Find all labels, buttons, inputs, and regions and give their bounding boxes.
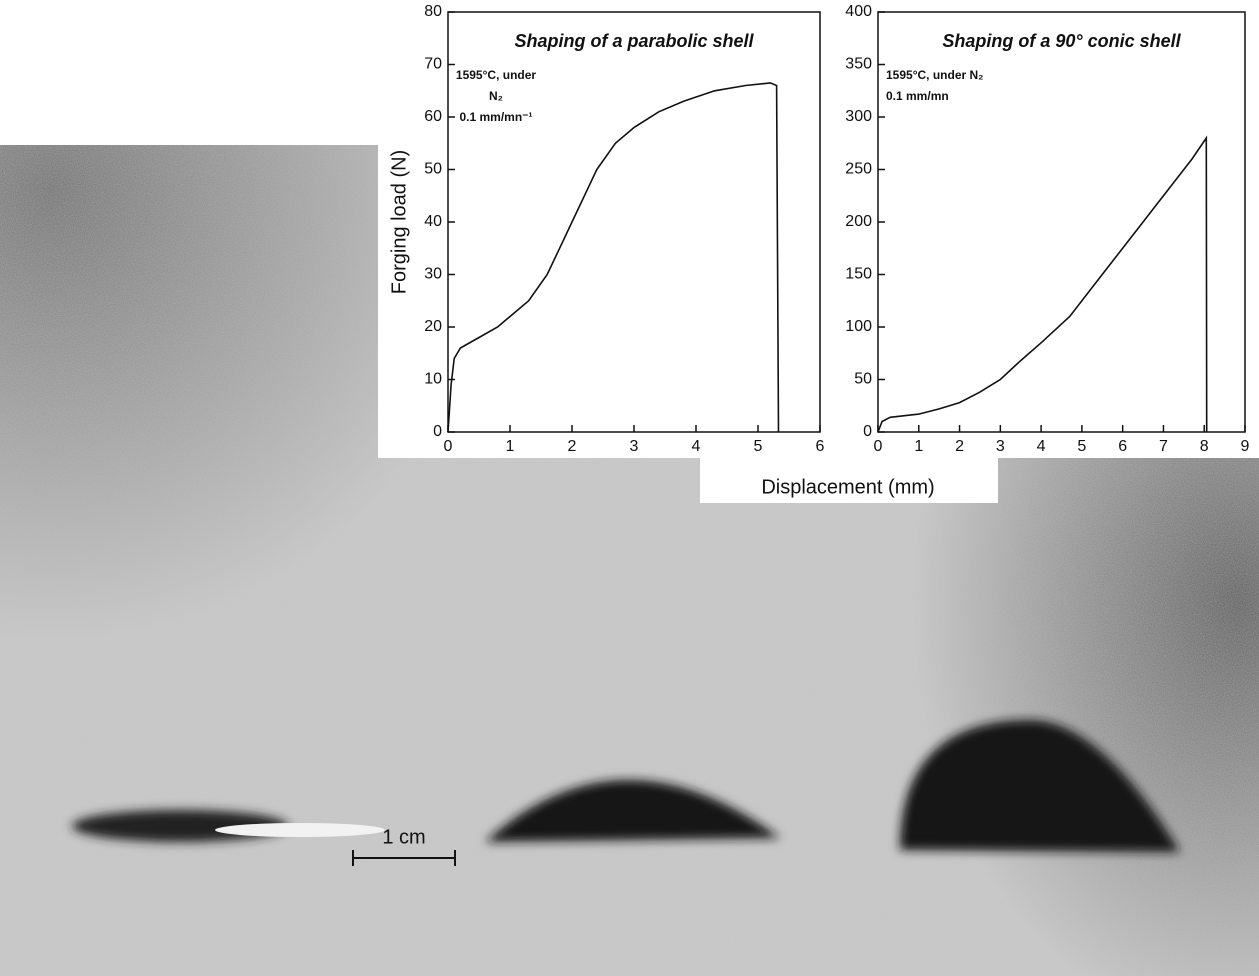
y-tick-label: 0 (863, 423, 872, 440)
x-tick-label: 6 (1118, 438, 1127, 455)
x-tick-label: 7 (1159, 438, 1168, 455)
y-tick-label: 250 (845, 161, 872, 178)
scale-bar: 1 cm (352, 826, 456, 866)
y-tick-label: 10 (424, 371, 442, 388)
data-line (447, 82, 780, 433)
x-tick-label: 5 (754, 438, 763, 455)
scale-label: 1 cm (382, 826, 425, 848)
y-tick-label: 30 (424, 266, 442, 283)
y-tick-label: 350 (845, 56, 872, 73)
x-tick-label: 1 (914, 438, 923, 455)
y-tick-label: 100 (845, 318, 872, 335)
data-line (877, 135, 1208, 433)
y-tick-label: 300 (845, 108, 872, 125)
y-axis-label: Forging load (N) (388, 150, 410, 295)
y-tick-label: 50 (854, 371, 872, 388)
annotation: 0.1 mm/mn⁻¹ (459, 110, 532, 124)
x-tick-label: 4 (692, 438, 701, 455)
x-tick-label: 4 (1037, 438, 1046, 455)
x-axis-label: Displacement (mm) (761, 476, 934, 498)
y-tick-label: 70 (424, 56, 442, 73)
y-tick-label: 60 (424, 108, 442, 125)
x-tick-label: 5 (1077, 438, 1086, 455)
y-tick-label: 50 (424, 161, 442, 178)
y-tick-label: 200 (845, 213, 872, 230)
x-tick-label: 0 (444, 438, 453, 455)
annotation: 0.1 mm/mn (886, 89, 949, 103)
annotation: 1595°C, under N₂ (886, 68, 984, 82)
x-tick-label: 9 (1241, 438, 1250, 455)
y-tick-label: 20 (424, 318, 442, 335)
annotation: N₂ (489, 89, 503, 103)
x-tick-label: 3 (630, 438, 639, 455)
y-tick-label: 0 (433, 423, 442, 440)
y-tick-label: 400 (845, 3, 872, 20)
x-tick-label: 6 (816, 438, 825, 455)
x-tick-label: 0 (874, 438, 883, 455)
x-tick-label: 2 (955, 438, 964, 455)
y-tick-label: 150 (845, 266, 872, 283)
x-tick-label: 3 (996, 438, 1005, 455)
chart-title: Shaping of a parabolic shell (514, 31, 754, 51)
chart-title: Shaping of a 90° conic shell (942, 31, 1181, 51)
x-tick-label: 2 (568, 438, 577, 455)
x-tick-label: 1 (506, 438, 515, 455)
y-tick-label: 80 (424, 3, 442, 20)
x-tick-label: 8 (1200, 438, 1209, 455)
y-tick-label: 40 (424, 213, 442, 230)
annotation: 1595°C, under (456, 68, 536, 82)
